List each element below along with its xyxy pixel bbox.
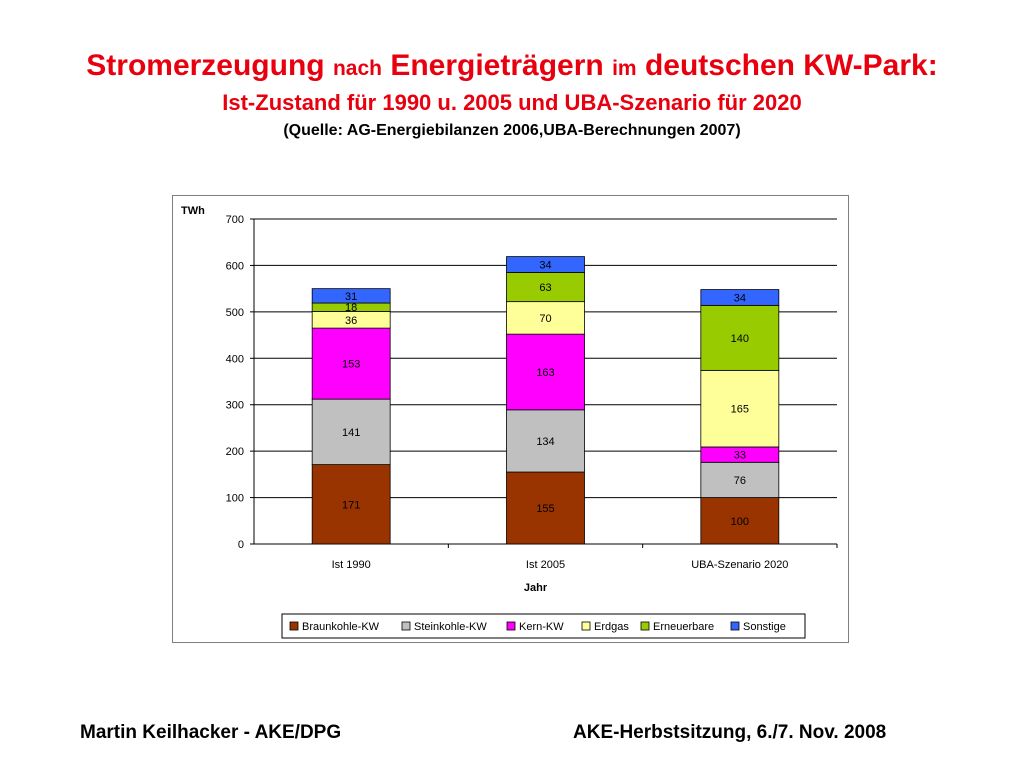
data-label: 18 (345, 302, 357, 314)
legend-swatch (581, 621, 591, 631)
slide-title-block: Stromerzeugung nach Energieträgern im de… (0, 48, 1024, 142)
legend-label: Erneuerbare (653, 621, 714, 633)
bar-segment (506, 333, 585, 411)
bar-segment (506, 271, 585, 303)
bar-segment (506, 409, 585, 473)
title-part-5: deutschen KW-Park: (644, 49, 938, 82)
y-tick-label: 200 (226, 446, 244, 458)
data-label: 140 (731, 333, 749, 345)
legend-label: Kern-KW (519, 621, 564, 633)
legend-swatch (730, 621, 740, 631)
footer-event: AKE-Herbstsitzung, 6./7. Nov. 2008 (573, 722, 887, 743)
data-label: 100 (731, 516, 749, 528)
data-label: 31 (345, 291, 357, 303)
legend-swatch (289, 621, 299, 631)
bar-segment (506, 256, 585, 273)
legend-label: Braunkohle-KW (302, 621, 380, 633)
legend-box (281, 613, 806, 639)
data-label: 63 (539, 282, 551, 294)
x-tick-label: Ist 1990 (332, 559, 371, 571)
title-part-3: Energieträgern (390, 49, 604, 82)
footer-author: Martin Keilhacker - AKE/DPG (80, 722, 342, 743)
y-tick-label: 400 (226, 353, 244, 365)
y-tick-label: 500 (226, 307, 244, 319)
slide-title: Stromerzeugung nach Energieträgern im de… (0, 48, 1024, 87)
data-label: 33 (734, 450, 746, 462)
bar-segment (311, 288, 391, 304)
data-label: 36 (345, 315, 357, 327)
legend-swatch (640, 621, 650, 631)
bar-segment (700, 289, 780, 306)
data-label: 153 (342, 359, 360, 371)
bar-segment (506, 301, 585, 335)
y-tick-label: 700 (226, 214, 244, 226)
data-label: 141 (342, 427, 360, 439)
data-label: 34 (734, 292, 746, 304)
data-label: 76 (734, 475, 746, 487)
slide-source: (Quelle: AG-Energiebilanzen 2006,UBA-Ber… (283, 122, 741, 139)
bar-segment (700, 369, 780, 448)
stacked-bar-chart: 0 100 200 300 400 500 600 700 TWh 171 141 153 361831… (181, 205, 838, 639)
y-axis-label: TWh (181, 205, 205, 217)
x-tick-label: UBA-Szenario 2020 (691, 559, 788, 571)
data-label: 171 (342, 499, 360, 511)
legend-swatch (506, 621, 516, 631)
legend-label: Sonstige (743, 621, 786, 633)
legend-label: Steinkohle-KW (414, 621, 487, 633)
x-axis-label: Jahr (524, 582, 548, 594)
y-tick-label: 600 (226, 260, 244, 272)
data-label: 163 (536, 367, 554, 379)
legend-label: Erdgas (594, 621, 629, 633)
legend-swatch (401, 621, 411, 631)
data-label: 134 (536, 436, 554, 448)
bar-segment (700, 304, 780, 371)
title-part-2: nach (332, 57, 382, 80)
bar-segment (700, 461, 780, 498)
data-label: 155 (536, 503, 554, 515)
title-part-4: im (612, 57, 637, 80)
bar-segment (506, 471, 585, 545)
data-label: 34 (539, 260, 551, 272)
title-part-1: Stromerzeugung (86, 49, 325, 82)
y-tick-label: 0 (238, 539, 244, 551)
y-tick-label: 300 (226, 400, 244, 412)
y-tick-label: 100 (226, 493, 244, 505)
data-label: 165 (731, 404, 749, 416)
bar-segment (700, 497, 780, 545)
x-tick-label: Ist 2005 (526, 559, 565, 571)
slide-subtitle: Ist-Zustand für 1990 u. 2005 und UBA-Sze… (222, 90, 802, 115)
data-label: 70 (539, 313, 551, 325)
chart-frame: 0 100 200 300 400 500 600 700 TWh 171 141 153 36 18 31… (172, 195, 849, 643)
